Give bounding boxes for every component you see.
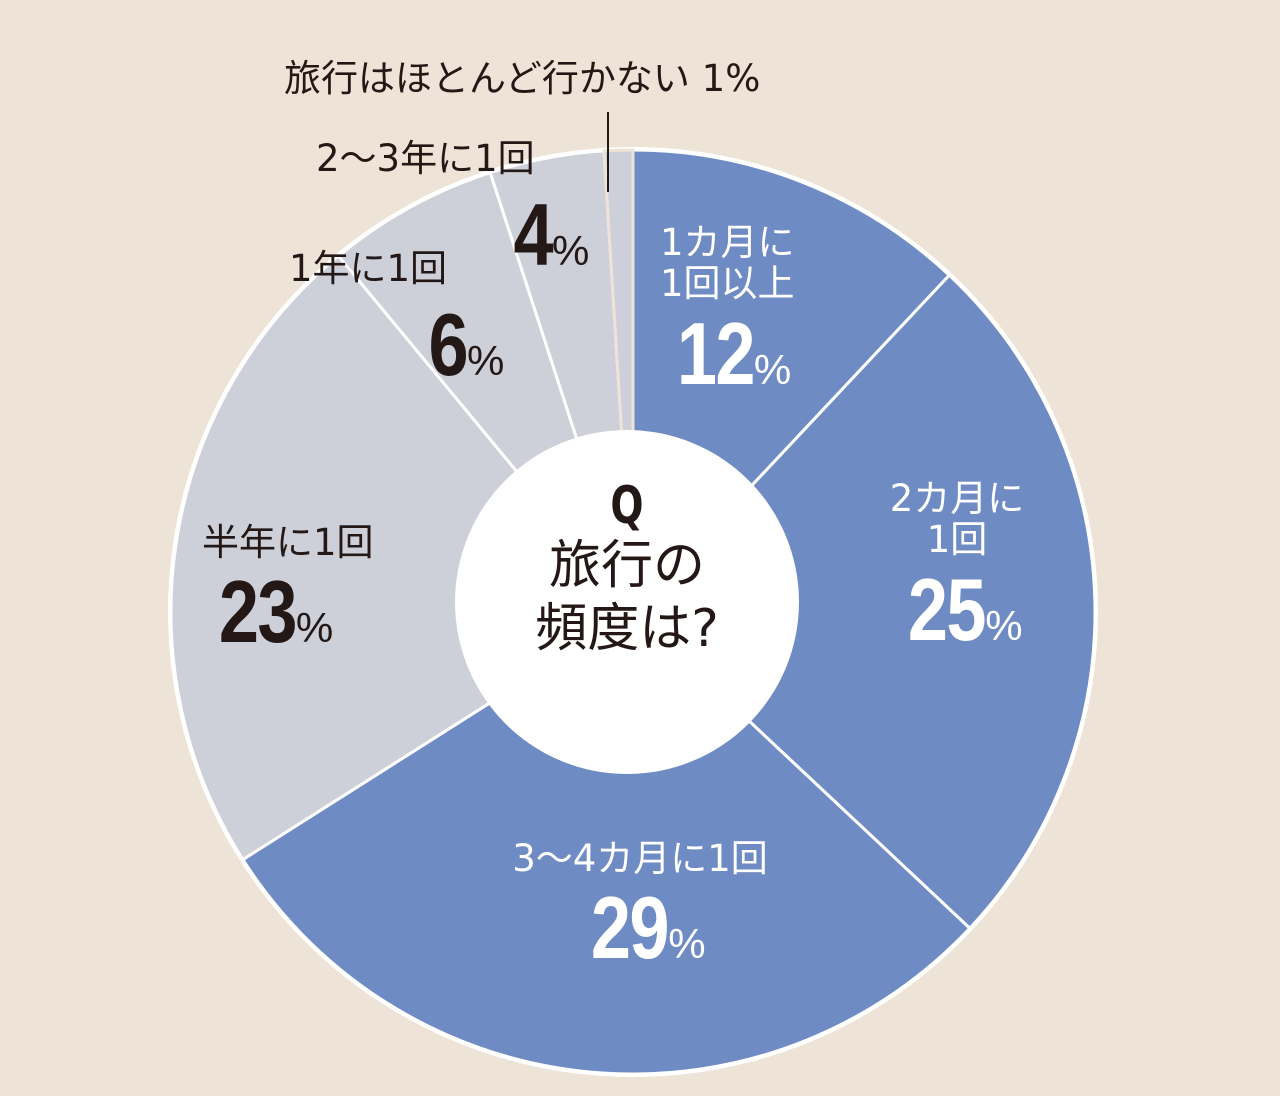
pie-slice	[630, 273, 1097, 931]
pie-slice	[240, 610, 972, 1076]
label-yearly: 1年に1回	[288, 247, 448, 290]
center-hole	[455, 430, 799, 774]
question-line-1: 旅行の	[548, 536, 705, 597]
label-half-year: 半年に1回 23%	[202, 521, 374, 662]
label-rarely: 旅行はほとんど行かない 1%	[284, 57, 761, 100]
label-yearly-pct: 6%	[428, 295, 505, 394]
label-every-3-4-months: 3〜4カ月に1回 29%	[512, 837, 768, 978]
label-monthly: 1カ月に 1回以上 12%	[660, 221, 795, 403]
question-line-2: 頻度は?	[535, 598, 719, 659]
label-2-3-years: 2〜3年に1回	[316, 137, 535, 180]
center-question: Q 旅行の 頻度は?	[527, 476, 727, 660]
label-every-2-months: 2カ月に 1回 25%	[889, 477, 1025, 659]
question-mark-q: Q	[610, 476, 644, 536]
pie-slice	[169, 253, 636, 862]
label-2-3-years-pct: 4%	[513, 185, 590, 284]
pie-slices	[169, 148, 1097, 1076]
